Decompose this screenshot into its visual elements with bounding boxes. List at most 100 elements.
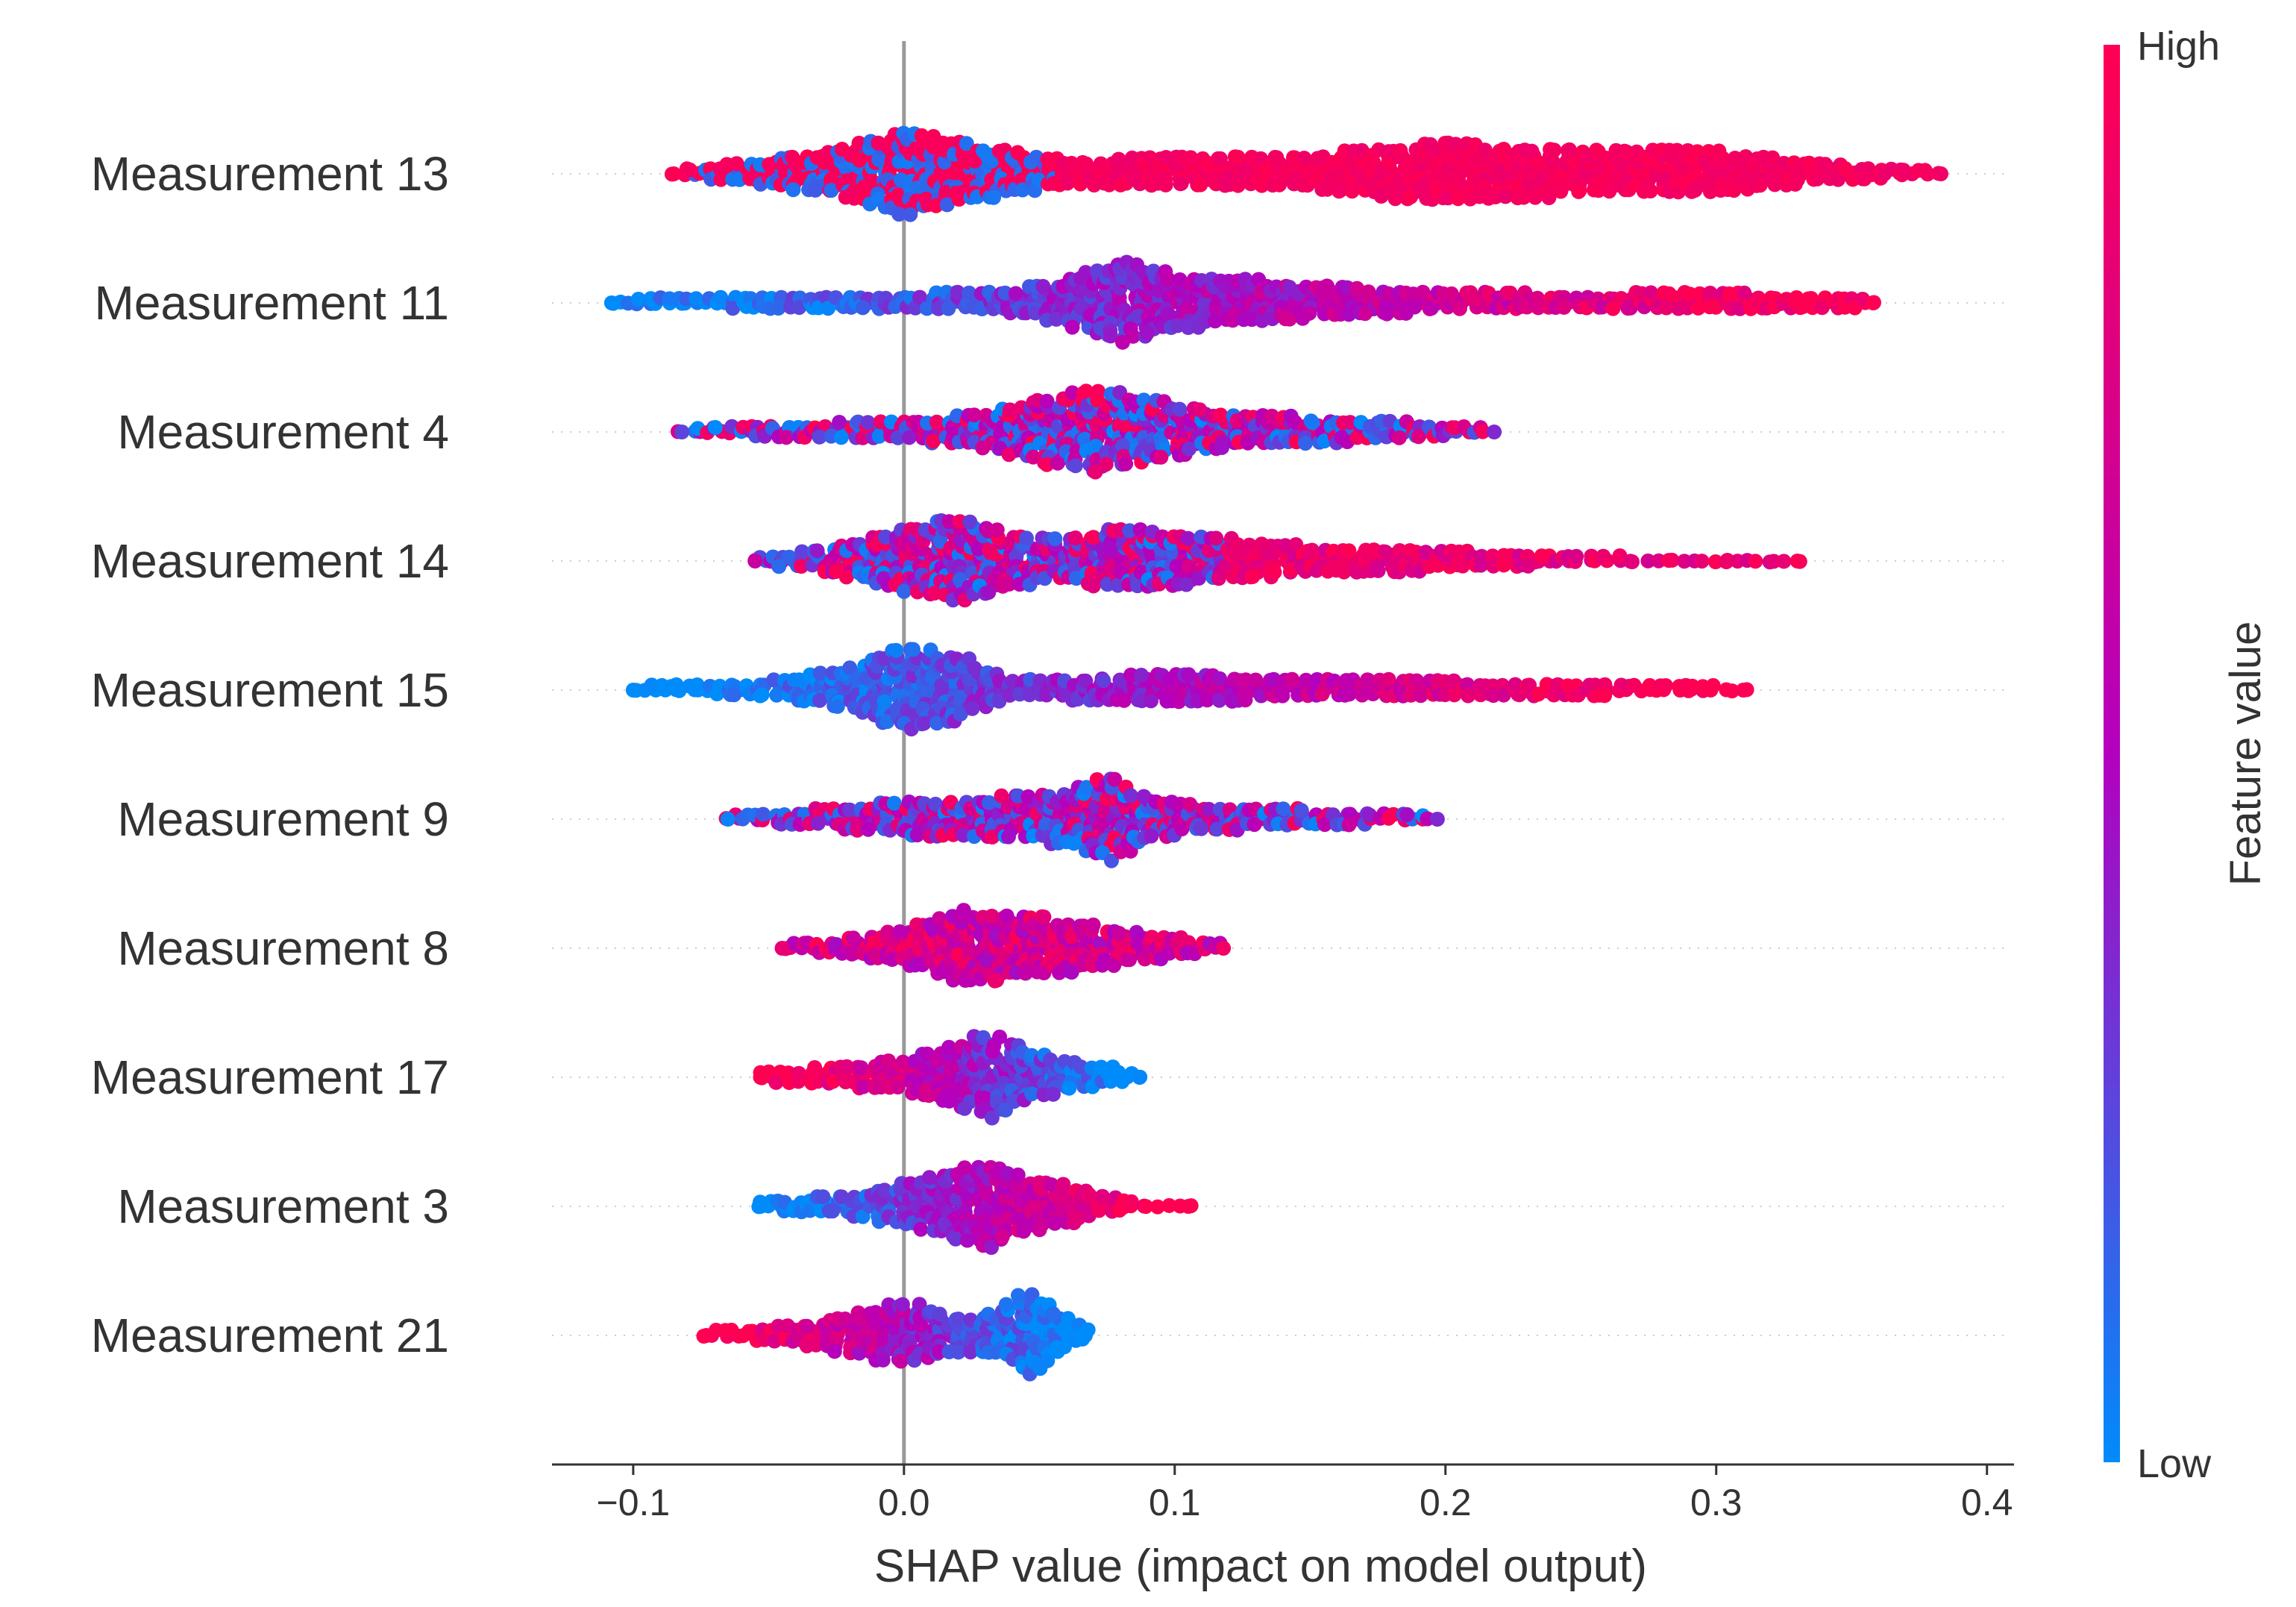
shap-dot — [967, 407, 982, 423]
shap-dot — [1349, 281, 1365, 296]
shap-dot — [948, 1231, 964, 1247]
shap-dot — [1050, 455, 1065, 471]
shap-dot — [1212, 151, 1228, 166]
shap-dot — [1192, 402, 1208, 418]
shap-dot — [674, 425, 690, 439]
shap-dot — [809, 543, 825, 559]
feature-row-dots — [696, 1287, 1096, 1382]
shap-dot — [851, 1345, 867, 1361]
feature-row-dots — [774, 903, 1232, 989]
shap-dot — [1296, 151, 1312, 166]
shap-dot — [1040, 1353, 1056, 1368]
feature-row-dots — [747, 513, 1807, 608]
shap-dot — [753, 1070, 768, 1085]
feature-label: Measurement 9 — [117, 792, 449, 846]
shap-dot — [1460, 677, 1475, 692]
feature-row-dots — [670, 383, 1502, 480]
shap-dot — [829, 698, 845, 714]
shap-dot — [1064, 385, 1080, 401]
shap-dot — [1423, 301, 1439, 316]
shap-dot — [1752, 178, 1768, 193]
shap-dot — [916, 715, 932, 731]
shap-dot — [1302, 305, 1317, 321]
shap-dot — [1477, 142, 1493, 158]
shap-dot — [1399, 806, 1415, 822]
shap-dot — [1393, 142, 1408, 158]
shap-dot — [1208, 313, 1223, 329]
shap-dot — [815, 1189, 831, 1205]
shap-dot — [962, 514, 978, 530]
shap-dot — [1066, 836, 1082, 851]
shap-dot — [1275, 688, 1290, 704]
shap-dot — [1381, 671, 1396, 687]
shap-dot — [1208, 530, 1224, 546]
shap-dot — [1138, 1199, 1154, 1215]
shap-dot — [1132, 1070, 1147, 1085]
shap-dot — [856, 1079, 871, 1094]
shap-dot — [708, 420, 723, 435]
shap-dot — [1035, 1217, 1050, 1232]
feature-row-dots — [625, 642, 1754, 737]
x-tick-label: −0.1 — [597, 1482, 671, 1523]
shap-dot — [855, 300, 871, 316]
shap-dot — [1361, 284, 1376, 300]
shap-dot — [929, 715, 944, 731]
shap-dot — [1161, 1197, 1177, 1213]
shap-dot — [1085, 530, 1101, 545]
shap-dot — [1524, 143, 1540, 159]
shap-dot — [666, 166, 682, 181]
feature-label: Measurement 17 — [91, 1050, 449, 1104]
shap-dot — [727, 687, 742, 703]
shap-dot — [1267, 564, 1282, 580]
shap-dot — [1067, 530, 1083, 545]
shap-dot — [1370, 563, 1386, 578]
shap-dot — [1626, 677, 1642, 693]
shap-dot — [725, 301, 741, 316]
shap-dot — [812, 692, 827, 708]
shap-dot — [894, 1297, 910, 1312]
feature-label: Measurement 13 — [91, 147, 449, 201]
shap-dot — [842, 802, 857, 818]
x-tick-label: 0.2 — [1420, 1482, 1472, 1523]
shap-dot — [1140, 325, 1155, 341]
shap-dot — [1028, 305, 1043, 321]
feature-row-dots — [751, 1159, 1199, 1255]
shap-dot — [1498, 189, 1514, 204]
shap-dot — [1407, 299, 1423, 315]
shap-dot — [928, 796, 944, 812]
shap-dot — [1707, 554, 1723, 569]
shap-dot — [630, 292, 646, 307]
shap-dot — [1144, 828, 1159, 844]
shap-dot — [986, 189, 1002, 205]
shap-dot — [1085, 578, 1101, 594]
shap-dot — [1088, 464, 1103, 480]
shap-dot — [1035, 278, 1051, 294]
shap-dot — [1039, 393, 1055, 409]
shap-dot — [1429, 812, 1445, 827]
shap-dot — [1298, 436, 1313, 451]
shap-dot — [1725, 683, 1740, 699]
shap-dot — [964, 701, 980, 716]
shap-dot — [839, 1059, 855, 1074]
shap-dot — [1061, 1080, 1077, 1096]
shap-dot — [1831, 172, 1846, 187]
shap-dot — [1288, 537, 1304, 552]
shap-dot — [1172, 401, 1188, 417]
shap-dot — [984, 1110, 1000, 1126]
shap-dot — [1358, 306, 1373, 322]
shap-dot — [709, 686, 725, 701]
shap-dot — [1209, 821, 1225, 837]
shap-dot — [1866, 295, 1881, 310]
shap-dot — [957, 1100, 973, 1116]
shap-dot — [891, 207, 907, 222]
shap-dot — [1194, 821, 1209, 836]
shap-dot — [1605, 301, 1621, 316]
shap-dot — [1643, 285, 1659, 301]
shap-dot — [981, 795, 997, 810]
shap-dot — [932, 911, 947, 927]
shap-dot — [1111, 1203, 1127, 1218]
shap-dot — [824, 183, 839, 198]
shap-dot — [1017, 965, 1033, 981]
feature-row-dots — [718, 771, 1445, 868]
shap-dot — [1361, 673, 1376, 688]
